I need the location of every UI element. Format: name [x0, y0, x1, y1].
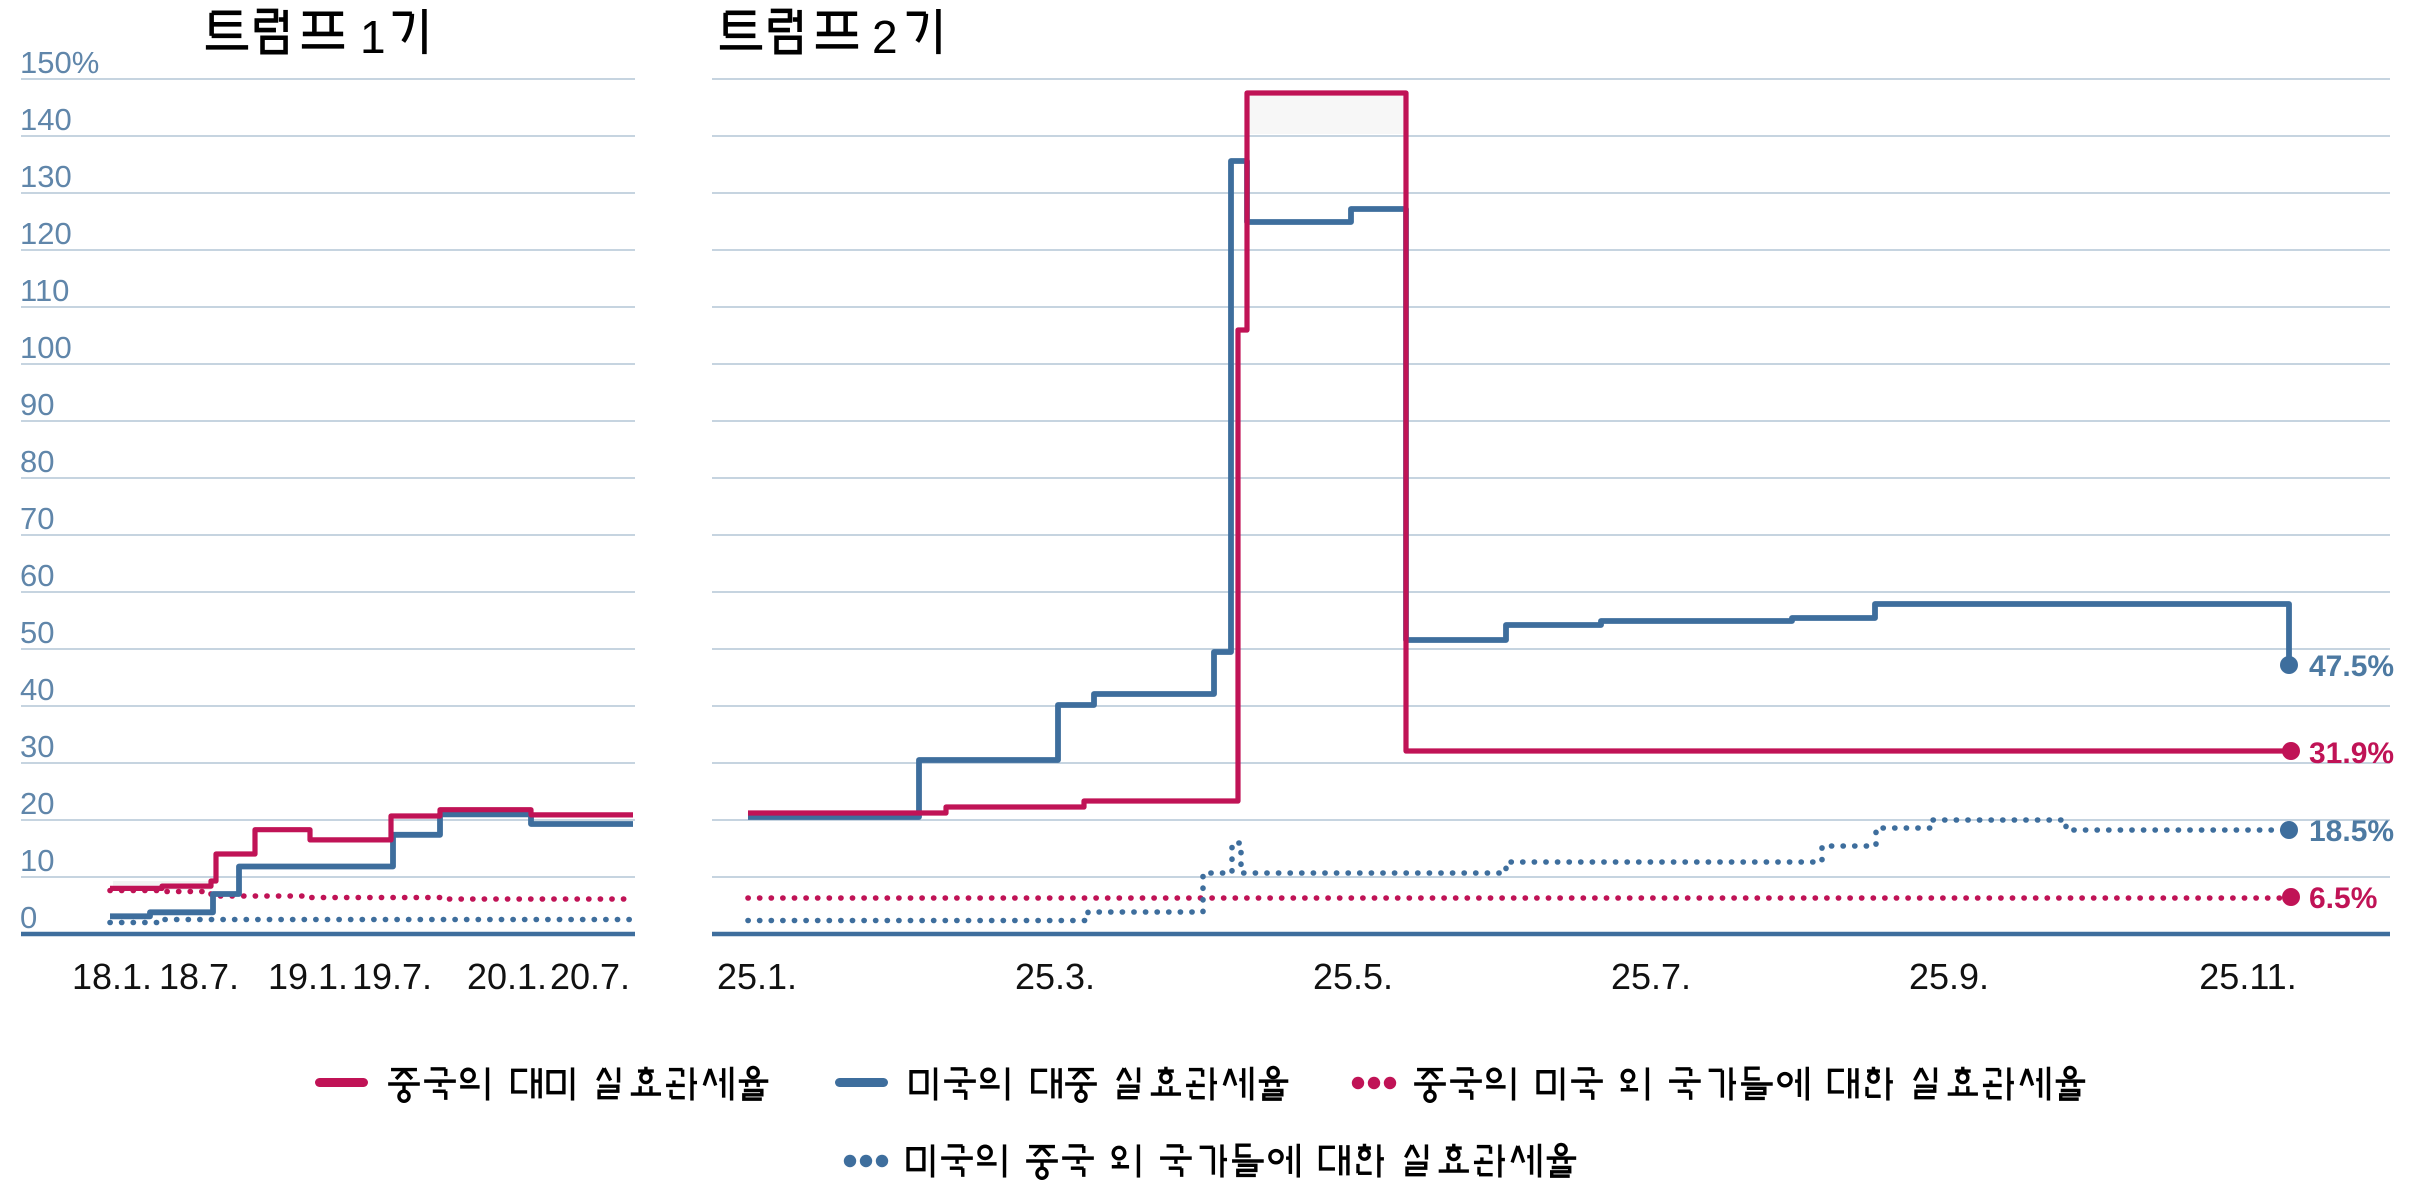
svg-text:25.5.: 25.5.	[1313, 956, 1393, 997]
svg-text:10: 10	[20, 843, 54, 878]
svg-text:60: 60	[20, 558, 54, 593]
svg-text:100: 100	[20, 330, 72, 365]
svg-text:20: 20	[20, 786, 54, 821]
svg-text:110: 110	[20, 273, 69, 308]
svg-text:120: 120	[20, 216, 72, 251]
svg-text:70: 70	[20, 501, 54, 536]
svg-text:31.9%: 31.9%	[2309, 737, 2394, 770]
svg-text:25.7.: 25.7.	[1611, 956, 1691, 997]
svg-text:40: 40	[20, 672, 54, 707]
svg-text:47.5%: 47.5%	[2309, 650, 2394, 683]
svg-text:1: 1	[360, 11, 386, 63]
svg-text:30: 30	[20, 729, 54, 764]
svg-text:20.7.: 20.7.	[550, 956, 630, 997]
svg-text:19.7.: 19.7.	[352, 956, 432, 997]
svg-text:18.7.: 18.7.	[159, 956, 239, 997]
svg-text:6.5%: 6.5%	[2309, 882, 2377, 915]
svg-text:150%: 150%	[20, 45, 99, 80]
svg-text:25.11.: 25.11.	[2199, 956, 2296, 997]
svg-text:80: 80	[20, 444, 54, 479]
svg-text:140: 140	[20, 102, 72, 137]
svg-text:50: 50	[20, 615, 54, 650]
svg-text:19.1.: 19.1.	[268, 956, 348, 997]
svg-text:25.3.: 25.3.	[1015, 956, 1095, 997]
svg-text:130: 130	[20, 159, 72, 194]
svg-text:0: 0	[20, 900, 37, 935]
svg-text:20.1.: 20.1.	[467, 956, 547, 997]
svg-text:25.9.: 25.9.	[1909, 956, 1989, 997]
svg-text:25.1.: 25.1.	[717, 956, 797, 997]
svg-text:2: 2	[872, 11, 898, 63]
svg-text:18.5%: 18.5%	[2309, 815, 2394, 848]
svg-text:90: 90	[20, 387, 54, 422]
svg-text:18.1.: 18.1.	[72, 956, 152, 997]
